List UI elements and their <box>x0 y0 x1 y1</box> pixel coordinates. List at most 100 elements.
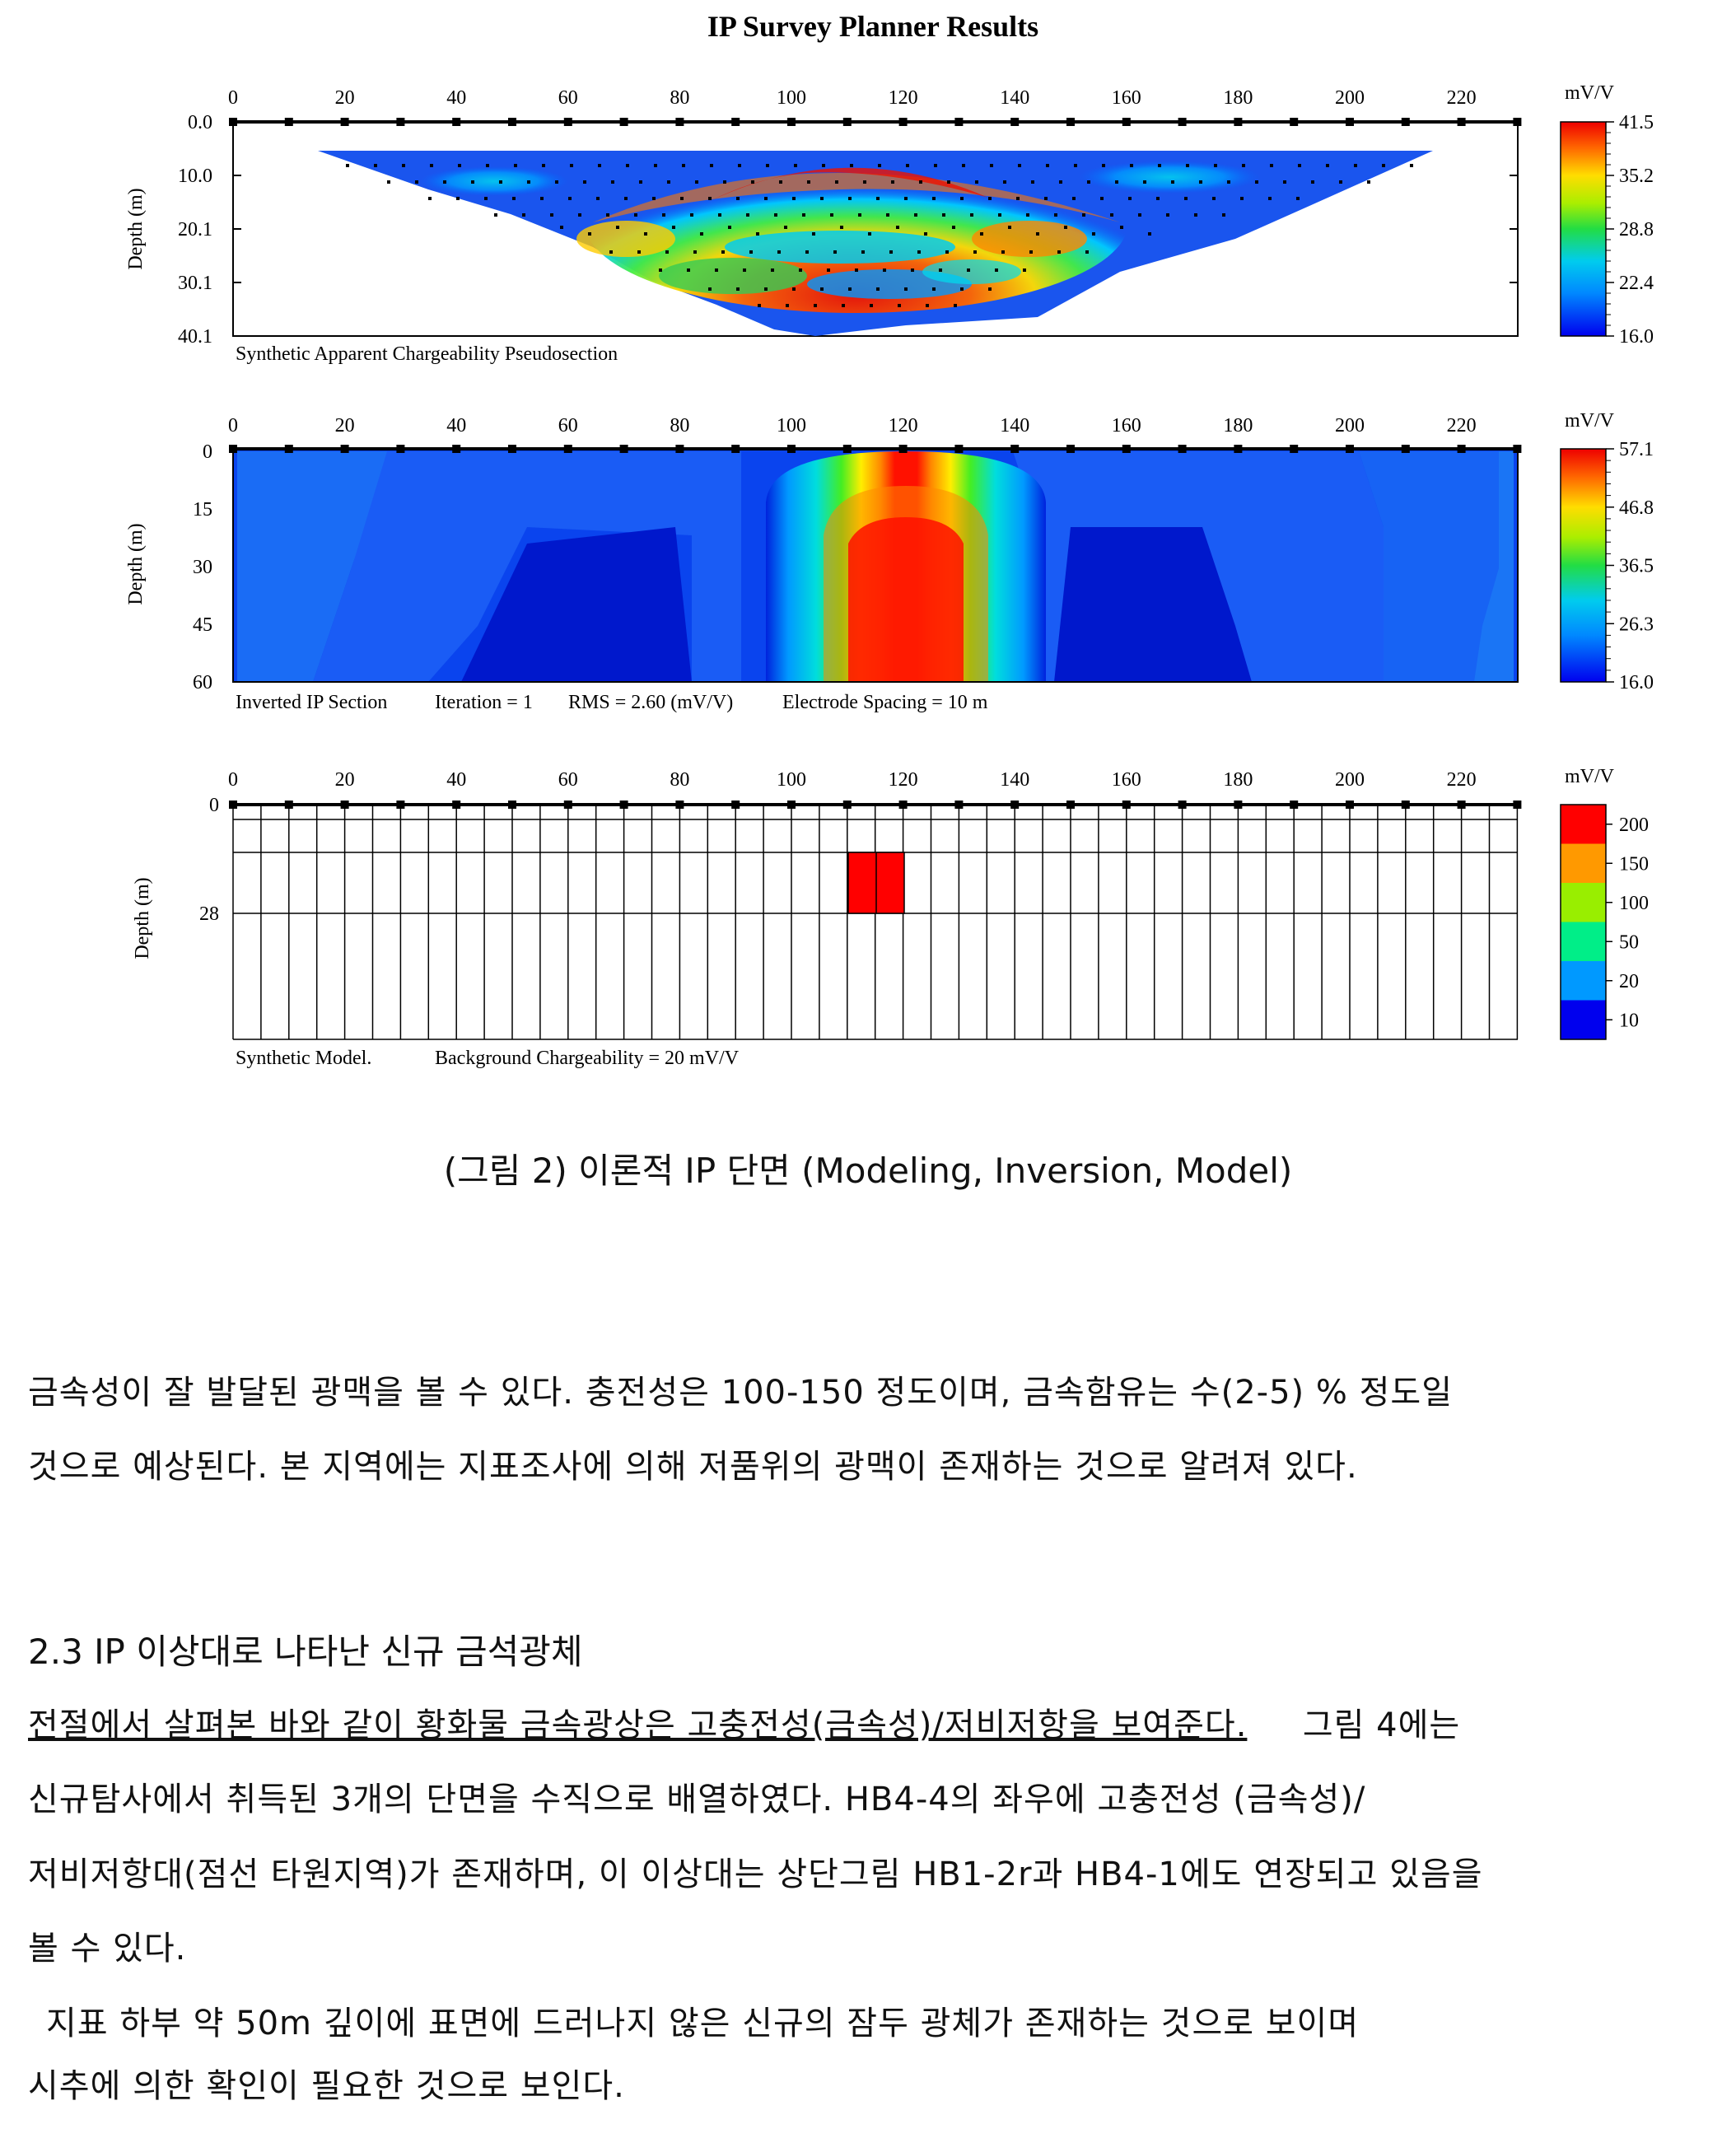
data-point <box>693 250 697 254</box>
data-point <box>514 164 517 167</box>
data-point <box>883 268 886 272</box>
electrode-marker <box>675 118 684 126</box>
data-point <box>624 197 628 200</box>
data-point <box>848 197 852 200</box>
y-tick-label: 0.0 <box>188 112 212 133</box>
electrode-marker <box>563 118 572 126</box>
x-tick-label: 0 <box>228 769 238 791</box>
panel3-ylabel: Depth (m) <box>132 877 153 959</box>
x-tick-label: 0 <box>228 87 238 109</box>
electrode-marker <box>1401 445 1410 453</box>
y-tick-label: 10.0 <box>178 166 212 187</box>
data-point <box>807 180 810 184</box>
electrode-marker <box>842 801 852 809</box>
data-point <box>1171 180 1174 184</box>
legend-label: 50 <box>1619 931 1639 953</box>
data-point <box>1064 226 1067 229</box>
data-point <box>1100 197 1104 200</box>
legend-frame <box>1560 804 1607 1040</box>
x-tick-label: 200 <box>1335 415 1365 436</box>
data-point <box>540 197 544 200</box>
data-point <box>1148 232 1151 236</box>
data-point <box>637 250 641 254</box>
data-point <box>1046 164 1049 167</box>
data-point <box>1074 164 1077 167</box>
electrode-marker <box>1178 118 1187 126</box>
data-point <box>512 197 516 200</box>
x-tick-label: 100 <box>777 87 806 109</box>
colorbar-label: 41.5 <box>1619 112 1654 133</box>
data-point <box>1240 197 1244 200</box>
electrode-marker <box>1178 801 1187 809</box>
x-tick-label: 180 <box>1223 769 1253 791</box>
data-point <box>1001 250 1005 254</box>
electrode-marker <box>1346 118 1354 126</box>
colorbar-label: 16.0 <box>1619 326 1654 348</box>
x-tick-label: 120 <box>889 87 918 109</box>
data-point <box>1057 250 1061 254</box>
inverted-section-field <box>237 451 1514 682</box>
data-point <box>919 180 922 184</box>
colorbar-label: 16.0 <box>1619 672 1654 693</box>
data-point <box>616 226 619 229</box>
data-point <box>1059 180 1062 184</box>
x-tick-label: 100 <box>777 769 806 791</box>
electrode-marker <box>898 118 908 126</box>
paragraph2-line1: 전절에서 살펴본 바와 같이 황화물 금속광상은 고충전성(금속성)/저비저항을… <box>28 1698 1460 1746</box>
x-tick-label: 140 <box>1000 415 1029 436</box>
panel1-y-tick-labels: 0.0 10.0 20.1 30.1 40.1 <box>178 112 1518 348</box>
electrode-marker <box>1513 801 1522 809</box>
x-tick-label: 140 <box>1000 769 1029 791</box>
panel3-legend: 200 150 100 50 20 10 <box>1560 804 1649 1040</box>
panel3-x-tick-labels: 0 20 40 60 80 100 120 140 160 180 200 220 <box>228 769 1477 791</box>
electrode-marker <box>1513 118 1522 126</box>
data-point <box>1166 213 1169 217</box>
electrode-marker <box>787 445 796 453</box>
data-point <box>792 287 796 291</box>
panel3-unit: mV/V <box>1565 766 1615 787</box>
data-point <box>820 197 824 200</box>
data-point <box>588 232 591 236</box>
data-point <box>736 287 740 291</box>
electrode-marker <box>284 118 293 126</box>
electrode-marker <box>452 801 461 809</box>
data-point <box>568 197 572 200</box>
electrode-marker <box>1346 801 1354 809</box>
electrode-marker <box>1401 118 1410 126</box>
data-point <box>898 304 901 307</box>
legend-label: 100 <box>1619 893 1649 914</box>
electrode-marker <box>954 445 964 453</box>
x-tick-label: 60 <box>558 415 578 436</box>
paragraph2-line3: 저비저항대(점선 타원지역)가 존재하며, 이 이상대는 상단그림 HB1-2r… <box>28 1856 1483 1893</box>
electrode-marker <box>619 118 628 126</box>
panel2-caption: Inverted IP Section Iteration = 1 RMS = … <box>236 692 988 713</box>
x-tick-label: 40 <box>446 415 466 436</box>
panel2-colorbar <box>1560 448 1607 683</box>
data-point <box>967 268 970 272</box>
data-point <box>855 268 858 272</box>
x-tick-label: 180 <box>1223 87 1253 109</box>
data-point <box>1194 213 1197 217</box>
y-tick-label: 40.1 <box>178 326 212 348</box>
electrode-marker <box>1513 445 1522 453</box>
data-point <box>1283 180 1286 184</box>
data-point <box>794 164 797 167</box>
legend-swatch <box>1561 805 1606 844</box>
legend-label: 10 <box>1619 1010 1639 1031</box>
electrode-marker <box>731 118 740 126</box>
data-point <box>690 213 693 217</box>
data-point <box>527 180 530 184</box>
data-point <box>659 268 662 272</box>
panel1-electrodes <box>229 118 1522 126</box>
electrode-marker <box>954 801 964 809</box>
data-point <box>499 180 502 184</box>
data-point <box>1115 180 1118 184</box>
data-point <box>1087 180 1090 184</box>
data-point <box>896 226 899 229</box>
y-tick-label: 20.1 <box>178 219 212 240</box>
paragraph3-line1: 지표 하부 약 50m 깊이에 표면에 드러나지 않은 신규의 잠두 광체가 존… <box>46 2005 1360 2042</box>
x-tick-label: 80 <box>670 415 689 436</box>
paragraph2-line1-rest: 그림 4에는 <box>1302 1706 1461 1744</box>
data-point <box>1186 164 1189 167</box>
data-point <box>1270 164 1273 167</box>
